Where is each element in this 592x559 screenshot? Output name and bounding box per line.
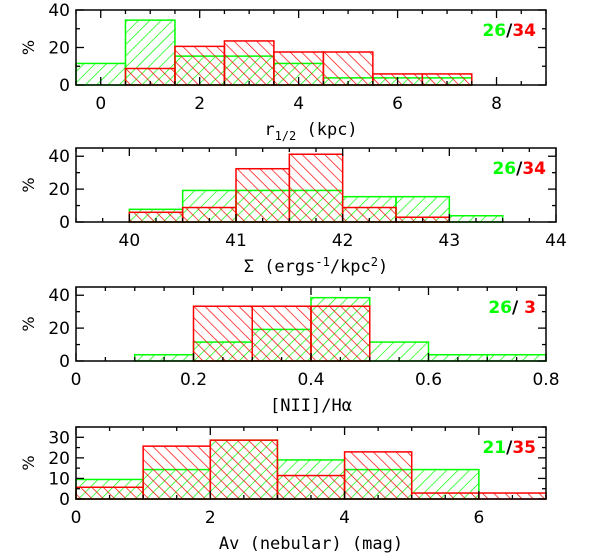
xtick-label: 0.2 [180, 370, 207, 390]
xlabel: Av (nebular) (mag) [219, 534, 403, 554]
xlabel: r1/2 (kpc) [264, 120, 357, 143]
ytick-label: 20 [48, 39, 70, 59]
xtick-label: 6 [392, 94, 403, 114]
bar-red-4 [288, 153, 344, 223]
xtick-label: 44 [545, 231, 567, 251]
bar-red-3 [235, 167, 291, 223]
xtick-label: 2 [205, 508, 216, 528]
histogram-panel-1: 0 20 40 0 2 4 6 8% r1/2 (kpc) 26/34 [19, 1, 547, 143]
xtick-label: 6 [473, 508, 484, 528]
bar-red-4 [223, 40, 275, 86]
xtick-label: 0.6 [415, 370, 442, 390]
sample-counts: 26/ 3 [488, 298, 536, 318]
bar-red-3 [209, 439, 279, 500]
ytick-label: 0 [59, 490, 70, 510]
ytick-label: 10 [48, 469, 70, 489]
ylabel: % [19, 455, 38, 470]
sample-counts: 26/34 [492, 159, 546, 179]
histogram-panel-3: 0 20 40 0 0.2 0.4 0.6 0.8% [NII]/Hα 26/ 3 [19, 286, 560, 416]
xlabel: [NII]/Hα [270, 396, 352, 416]
xtick-label: 0 [95, 94, 106, 114]
ytick-label: 0 [59, 76, 70, 96]
xtick-label: 40 [119, 231, 141, 251]
xtick-label: 2 [194, 94, 205, 114]
xtick-label: 0.8 [532, 370, 559, 390]
ytick-label: 0 [59, 352, 70, 372]
xtick-label: 0.4 [297, 370, 324, 390]
ylabel: % [19, 316, 38, 331]
ytick-label: 20 [48, 180, 70, 200]
xtick-label: 4 [293, 94, 304, 114]
xtick-label: 43 [439, 231, 461, 251]
ytick-label: 0 [59, 213, 70, 233]
bar-red-2 [142, 445, 212, 500]
bar-red-6 [322, 51, 374, 86]
bar-red-3 [251, 305, 312, 362]
ytick-label: 20 [48, 319, 70, 339]
bar-red-2 [192, 305, 253, 362]
ytick-label: 20 [48, 449, 70, 469]
xtick-label: 4 [339, 508, 350, 528]
xlabel: Σ (ergs-1/kpc2) [244, 255, 389, 277]
bar-red-5 [343, 451, 413, 500]
sample-counts: 21/35 [482, 438, 536, 458]
bar-red-4 [310, 305, 371, 362]
xtick-label: 0 [71, 508, 82, 528]
histogram-panel-2: 0 20 40 40 41 42 43 44% Σ (ergs-1/kpc2) 26/34 [19, 147, 567, 277]
xtick-label: 8 [491, 94, 502, 114]
ytick-label: 30 [48, 428, 70, 448]
ylabel: % [19, 177, 38, 192]
ytick-label: 40 [48, 1, 70, 21]
ytick-label: 40 [48, 147, 70, 167]
xtick-label: 0 [71, 370, 82, 390]
xtick-label: 41 [225, 231, 247, 251]
sample-counts: 26/34 [482, 21, 536, 41]
ylabel: % [19, 40, 38, 55]
ytick-label: 40 [48, 286, 70, 306]
xtick-label: 42 [332, 231, 354, 251]
